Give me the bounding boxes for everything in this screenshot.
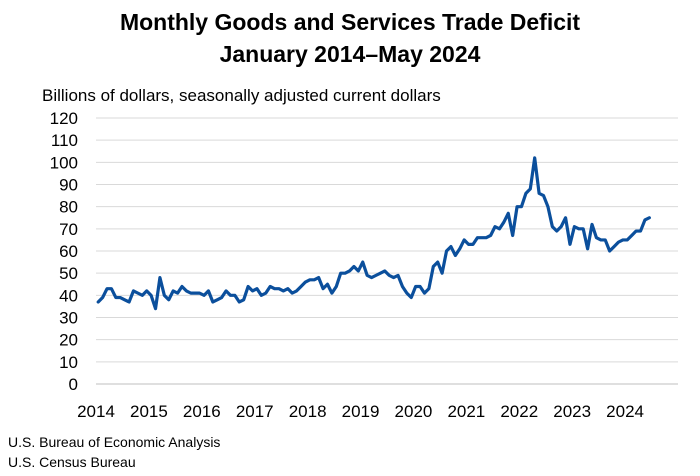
chart-subtitle: January 2014–May 2024 [219,41,481,67]
y-tick-label: 100 [50,153,78,172]
x-tick-label: 2017 [236,402,274,421]
x-tick-label: 2023 [553,402,591,421]
x-tick-label: 2014 [77,402,115,421]
trade-deficit-series-line [96,156,651,311]
y-tick-label: 30 [59,309,78,328]
y-tick-label: 10 [59,353,78,372]
y-tick-label: 110 [51,131,78,150]
x-tick-label: 2024 [606,402,644,421]
x-tick-label: 2020 [395,402,433,421]
source-line-census: U.S. Census Bureau [8,454,136,470]
source-line-bea: U.S. Bureau of Economic Analysis [8,434,221,450]
gridlines [96,117,678,363]
x-tick-labels: 2014 2015 2016 2017 2018 2019 2020 2021 2022 2023… [77,402,644,421]
y-tick-label: 20 [59,331,78,350]
y-axis-label: Billions of dollars, seasonally adjusted… [42,86,441,105]
x-tick-label: 2022 [500,402,538,421]
x-tick-label: 2021 [447,402,485,421]
y-tick-label: 80 [59,198,78,217]
x-tick-label: 2019 [342,402,380,421]
x-tick-label: 2018 [289,402,327,421]
y-tick-label: 40 [59,286,78,305]
series-layer [96,156,651,311]
y-tick-label: 90 [59,176,78,195]
y-tick-label: 60 [59,242,78,261]
x-tick-label: 2016 [183,402,221,421]
y-tick-label: 50 [59,264,78,283]
y-tick-labels: 0 10 20 30 40 50 60 70 80 90 100 110 120 [50,109,78,394]
y-tick-label: 70 [59,220,78,239]
y-tick-label: 120 [50,109,78,128]
x-tick-label: 2015 [130,402,168,421]
chart-title: Monthly Goods and Services Trade Deficit [119,9,581,35]
y-tick-label: 0 [69,375,78,394]
